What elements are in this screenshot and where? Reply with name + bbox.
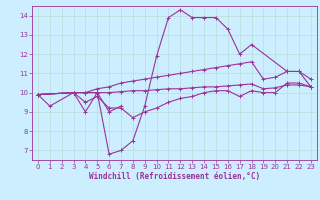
X-axis label: Windchill (Refroidissement éolien,°C): Windchill (Refroidissement éolien,°C) [89, 172, 260, 181]
